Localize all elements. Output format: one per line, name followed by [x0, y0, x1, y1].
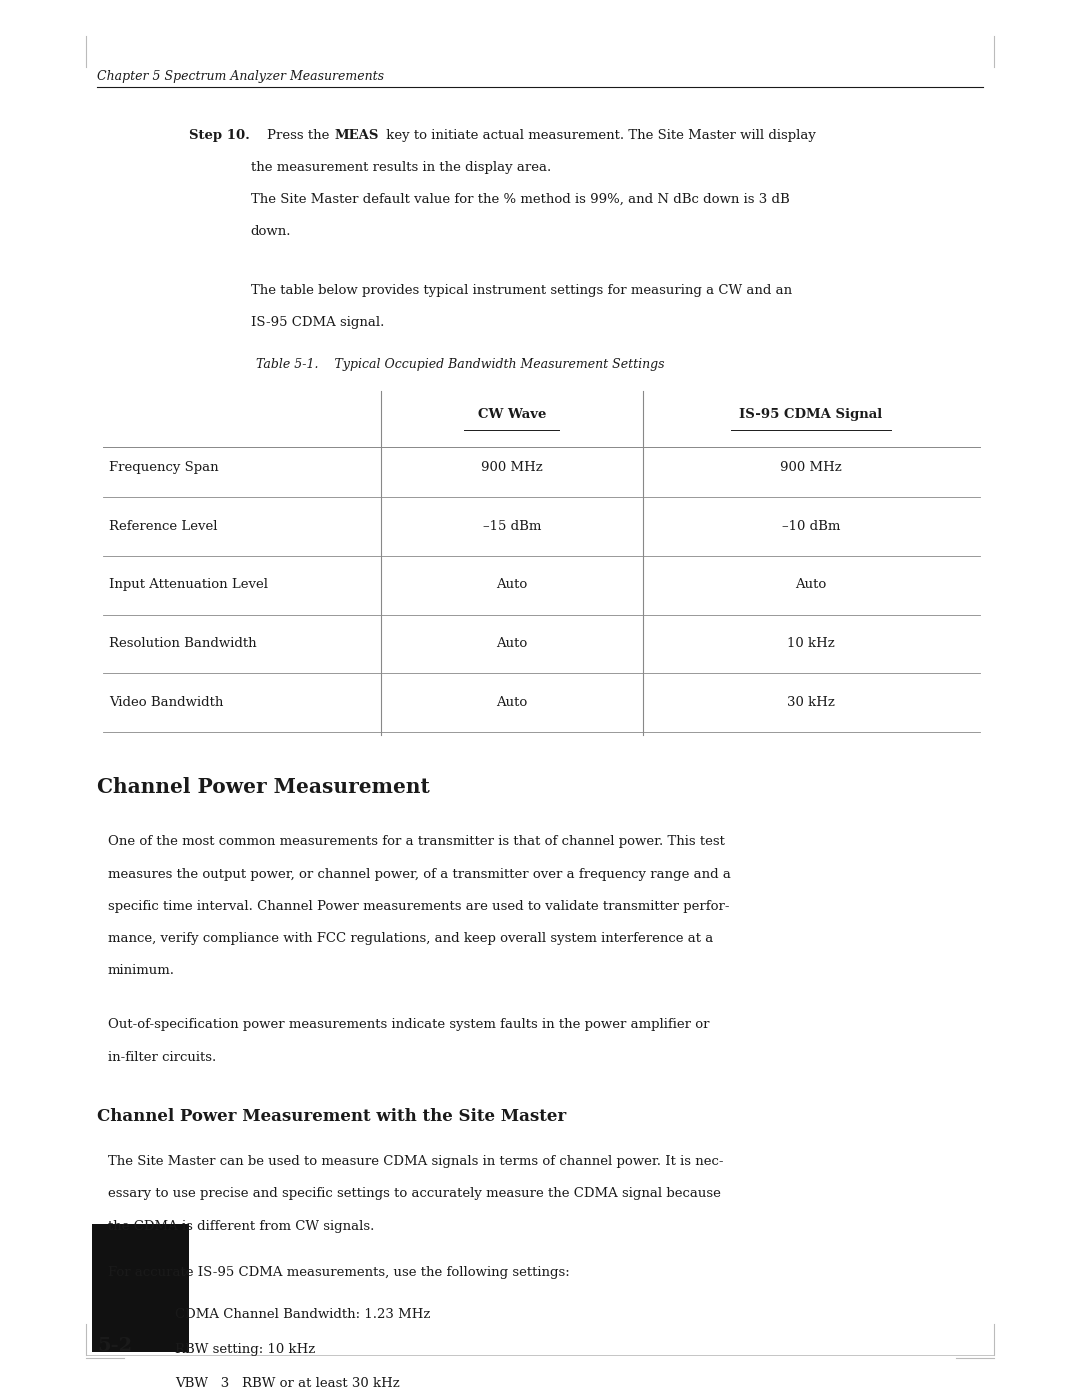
Text: One of the most common measurements for a transmitter is that of channel power. : One of the most common measurements for …	[108, 835, 725, 848]
Text: VBW   3   RBW or at least 30 kHz: VBW 3 RBW or at least 30 kHz	[175, 1377, 400, 1390]
Text: MEAS: MEAS	[335, 129, 379, 141]
Text: Auto: Auto	[497, 637, 527, 650]
Text: Input Attenuation Level: Input Attenuation Level	[109, 578, 268, 591]
Text: minimum.: minimum.	[108, 964, 175, 977]
Text: Resolution Bandwidth: Resolution Bandwidth	[109, 637, 257, 650]
Text: Auto: Auto	[497, 696, 527, 708]
Text: Out-of-specification power measurements indicate system faults in the power ampl: Out-of-specification power measurements …	[108, 1018, 710, 1031]
Text: 30 kHz: 30 kHz	[787, 696, 835, 708]
Text: Video Bandwidth: Video Bandwidth	[109, 696, 224, 708]
Text: the CDMA is different from CW signals.: the CDMA is different from CW signals.	[108, 1220, 375, 1232]
Text: IS-95 CDMA Signal: IS-95 CDMA Signal	[740, 408, 882, 420]
Text: 10 kHz: 10 kHz	[787, 637, 835, 650]
Text: The table below provides typical instrument settings for measuring a CW and an: The table below provides typical instrum…	[251, 284, 792, 296]
Text: key to initiate actual measurement. The Site Master will display: key to initiate actual measurement. The …	[382, 129, 816, 141]
Text: Press the: Press the	[267, 129, 334, 141]
Text: measures the output power, or channel power, of a transmitter over a frequency r: measures the output power, or channel po…	[108, 868, 731, 880]
Text: the measurement results in the display area.: the measurement results in the display a…	[251, 161, 551, 173]
Text: Auto: Auto	[497, 578, 527, 591]
Text: Step 10.: Step 10.	[189, 129, 249, 141]
Text: Table 5-1.    Typical Occupied Bandwidth Measurement Settings: Table 5-1. Typical Occupied Bandwidth Me…	[256, 358, 664, 370]
Text: The Site Master default value for the % method is 99%, and N dBc down is 3 dB: The Site Master default value for the % …	[251, 193, 789, 205]
Text: For accurate IS-95 CDMA measurements, use the following settings:: For accurate IS-95 CDMA measurements, us…	[108, 1266, 570, 1278]
Text: Chapter 5 Spectrum Analyzer Measurements: Chapter 5 Spectrum Analyzer Measurements	[97, 70, 384, 82]
Text: –10 dBm: –10 dBm	[782, 520, 840, 532]
Text: down.: down.	[251, 225, 292, 237]
Text: essary to use precise and specific settings to accurately measure the CDMA signa: essary to use precise and specific setti…	[108, 1187, 720, 1200]
Text: –15 dBm: –15 dBm	[483, 520, 541, 532]
Text: Auto: Auto	[796, 578, 826, 591]
Text: 900 MHz: 900 MHz	[780, 461, 842, 474]
Text: mance, verify compliance with FCC regulations, and keep overall system interfere: mance, verify compliance with FCC regula…	[108, 932, 713, 944]
Text: Channel Power Measurement with the Site Master: Channel Power Measurement with the Site …	[97, 1108, 566, 1125]
Text: CDMA Channel Bandwidth: 1.23 MHz: CDMA Channel Bandwidth: 1.23 MHz	[175, 1308, 430, 1320]
Text: in-filter circuits.: in-filter circuits.	[108, 1051, 216, 1063]
Text: IS-95 CDMA signal.: IS-95 CDMA signal.	[251, 316, 383, 328]
Text: specific time interval. Channel Power measurements are used to validate transmit: specific time interval. Channel Power me…	[108, 900, 729, 912]
Text: Frequency Span: Frequency Span	[109, 461, 219, 474]
Bar	[92, 1224, 189, 1352]
Text: Reference Level: Reference Level	[109, 520, 217, 532]
Text: CW Wave: CW Wave	[477, 408, 546, 420]
Text: 5-2: 5-2	[97, 1337, 133, 1355]
Text: RBW setting: 10 kHz: RBW setting: 10 kHz	[175, 1343, 315, 1355]
Text: The Site Master can be used to measure CDMA signals in terms of channel power. I: The Site Master can be used to measure C…	[108, 1155, 724, 1168]
Text: 900 MHz: 900 MHz	[481, 461, 543, 474]
Text: Channel Power Measurement: Channel Power Measurement	[97, 777, 430, 796]
